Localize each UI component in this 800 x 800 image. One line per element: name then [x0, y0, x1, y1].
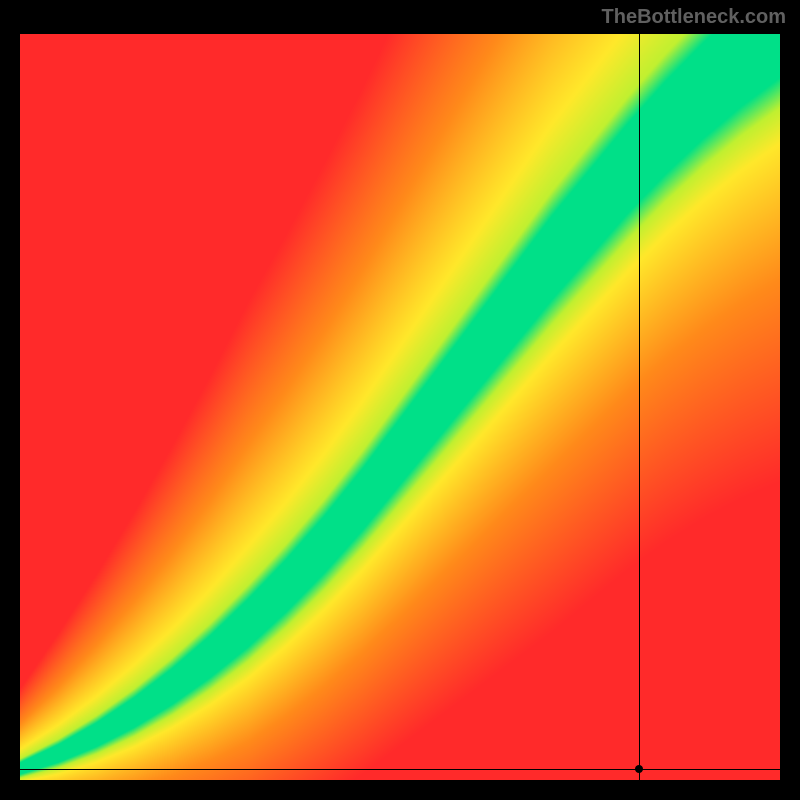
heatmap-canvas	[20, 34, 780, 780]
crosshair-horizontal	[20, 769, 780, 770]
crosshair-vertical	[639, 34, 640, 780]
heatmap-plot	[20, 34, 780, 780]
chart-container: TheBottleneck.com	[0, 0, 800, 800]
watermark-text: TheBottleneck.com	[602, 6, 786, 29]
crosshair-point	[635, 765, 643, 773]
